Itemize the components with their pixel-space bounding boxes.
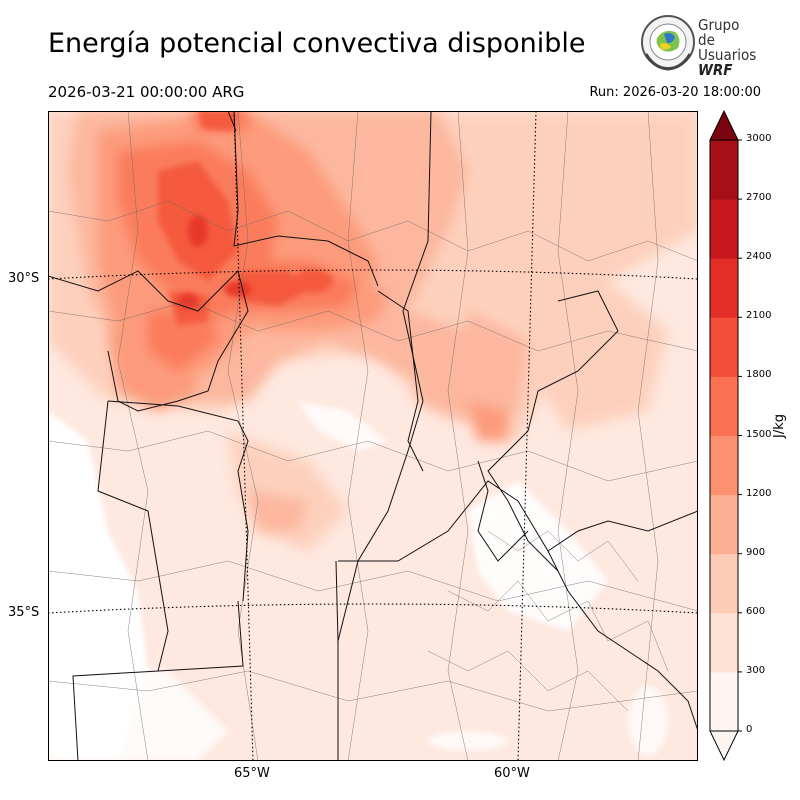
- logo-line-2: Usuarios: [698, 46, 757, 64]
- colorbar-tick-label: 300: [746, 664, 766, 676]
- lat-label-35s: 35°S: [8, 605, 40, 620]
- colorbar-tick-label: 1200: [746, 487, 772, 499]
- lon-label-65w: 65°W: [234, 766, 270, 781]
- colorbar-segment: [710, 140, 738, 200]
- colorbar-tick-label: 1500: [746, 428, 772, 440]
- lat-label-30s: 30°S: [8, 271, 40, 286]
- colorbar-segment: [710, 671, 738, 732]
- colorbar-tick-label: 0: [746, 724, 753, 735]
- colorbar: [709, 109, 742, 762]
- colorbar-segment: [710, 258, 738, 318]
- colorbar-segment: [710, 317, 738, 377]
- colorbar-segment: [710, 494, 738, 555]
- graticule: [48, 111, 698, 761]
- wrf-group-logo: Grupo de Usuarios WRF: [640, 14, 760, 78]
- colorbar-segment: [710, 612, 738, 673]
- logo-text: Grupo de Usuarios WRF: [698, 18, 760, 78]
- colorbar-tick-label: 1800: [746, 369, 772, 381]
- colorbar-tick-label: 3000: [746, 133, 772, 144]
- cape-map: [48, 111, 698, 761]
- colorbar-tick-label: 2100: [746, 310, 772, 322]
- colorbar-tick-label: 600: [746, 605, 766, 617]
- logo-seal-icon: [641, 15, 695, 71]
- map-frame: [48, 111, 698, 761]
- colorbar-segment: [710, 376, 738, 436]
- colorbar-tick-label: 2400: [746, 251, 772, 263]
- run-time: Run: 2026-03-20 18:00:00: [589, 85, 761, 100]
- chart-title: Energía potencial convectiva disponible: [48, 28, 586, 59]
- colorbar-min-extension: [709, 730, 739, 762]
- colorbar-unit: J/kg: [772, 414, 787, 438]
- logo-line-3: WRF: [698, 61, 733, 79]
- colorbar-max-extension: [709, 109, 739, 141]
- lon-label-60w: 60°W: [494, 766, 530, 781]
- colorbar-tick-label: 900: [746, 546, 766, 558]
- logo-line-1: Grupo de: [698, 16, 740, 49]
- province-boundaries: [48, 111, 698, 761]
- colorbar-segment: [710, 435, 738, 496]
- valid-time: 2026-03-21 00:00:00 ARG: [48, 83, 245, 101]
- colorbar-tick-label: 2700: [746, 192, 772, 204]
- colorbar-segment: [710, 553, 738, 614]
- colorbar-segment: [710, 199, 738, 259]
